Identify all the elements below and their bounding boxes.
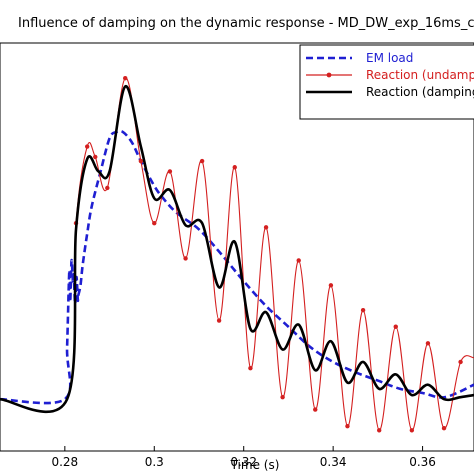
x-tick-label: 0.36: [409, 455, 436, 469]
legend-marker: [326, 72, 332, 78]
plot-area-frame: [0, 42, 474, 452]
series-1-marker: [377, 428, 382, 433]
series-1-marker: [232, 165, 237, 170]
series-1-marker: [313, 407, 318, 412]
series-0-line: [0, 129, 474, 405]
series-layer: [0, 76, 474, 433]
series-1-marker: [441, 426, 447, 431]
series-2-line: [0, 85, 474, 414]
series-1-marker: [263, 225, 269, 230]
x-axis-ticks: 0.280.30.320.340.360.26: [51, 446, 436, 469]
legend-label-1: Reaction (undamped): [366, 68, 474, 82]
x-tick-label: 0.32: [230, 455, 257, 469]
series-1-marker: [248, 365, 253, 371]
series-1-marker: [199, 158, 205, 164]
series-1-marker: [152, 220, 157, 226]
x-axis-label: Time (s): [230, 458, 280, 472]
series-1-marker: [183, 256, 188, 261]
legend: EM load Reaction (undamped) Reaction (damp…: [299, 44, 474, 120]
chart-title: Influence of damping on the dynamic resp…: [18, 16, 474, 31]
legend-label-0: EM load: [366, 51, 413, 65]
series-1-marker: [458, 359, 463, 365]
x-tick-label: 0.34: [320, 455, 347, 469]
series-1-marker: [425, 341, 431, 346]
series-1-marker: [409, 428, 415, 433]
series-1-marker: [167, 169, 173, 174]
series-1-marker: [138, 158, 144, 164]
series-1-marker: [345, 423, 350, 429]
x-tick-label: 0.3: [145, 455, 164, 469]
series-1-marker: [85, 144, 90, 149]
series-1-marker: [280, 394, 285, 400]
series-1-marker: [105, 185, 110, 191]
series-1-marker: [93, 154, 98, 160]
series-1-marker: [393, 324, 398, 329]
series-group: [0, 76, 474, 433]
series-1-marker: [360, 307, 366, 313]
x-tick-label: 0.28: [51, 455, 78, 469]
legend-label-2: Reaction (damping: [366, 85, 474, 99]
series-1-marker: [296, 258, 301, 263]
series-1-marker: [216, 318, 222, 323]
series-1-marker: [328, 283, 334, 288]
series-1-marker: [123, 76, 128, 81]
